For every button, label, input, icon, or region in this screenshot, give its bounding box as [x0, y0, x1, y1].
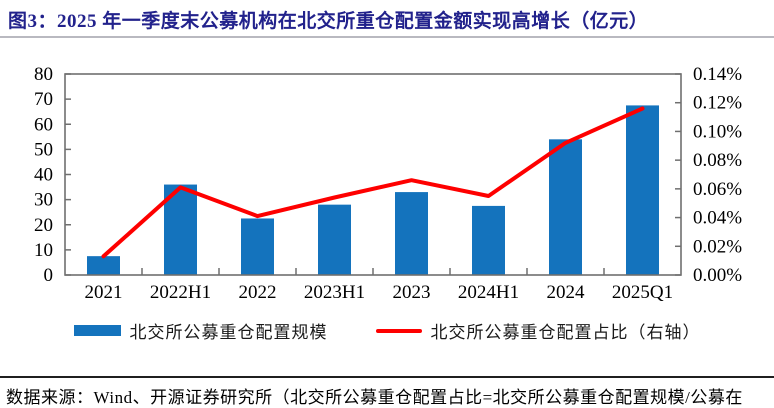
x-axis-label-2021: 2021 [85, 282, 123, 303]
figure-title: 图3：2025 年一季度末公募机构在北交所重仓配置金额实现高增长（亿元） [8, 11, 649, 32]
x-axis-label-2022: 2022 [239, 282, 277, 303]
x-axis-label-2024: 2024 [547, 282, 586, 303]
legend-item-bar-series: 北交所公募重仓配置规模 [73, 318, 328, 343]
left-axis-tick-label: 60 [34, 114, 53, 135]
chart-canvas: 0 10 20 30 40 50 60 70 80 0.00% 0.02% 0.04% 0.06% 0.0… [34, 64, 742, 303]
left-axis-tick-label: 40 [34, 165, 53, 186]
x-axis-label-2025Q1: 2025Q1 [612, 282, 673, 303]
bar-2023 [395, 192, 428, 275]
left-axis-tick-label: 20 [34, 215, 53, 236]
left-axis-tick-label: 70 [34, 89, 53, 110]
x-axis-label-2023: 2023 [393, 282, 431, 303]
right-axis-tick-label: 0.00% [693, 265, 742, 286]
legend-item-line-series: 北交所公募重仓配置占比（右轴） [375, 318, 701, 343]
x-axis-label-2024H1: 2024H1 [458, 282, 519, 303]
right-axis-tick-label: 0.06% [693, 179, 742, 200]
trend-line [101, 106, 645, 259]
right-axis-tick-label: 0.08% [693, 150, 742, 171]
right-axis-tick-label: 0.14% [693, 64, 742, 85]
left-axis-tick-label: 0 [44, 265, 54, 286]
bar-series-swatch [73, 325, 121, 336]
line-series-swatch [375, 328, 422, 333]
chart-legend: 北交所公募重仓配置规模 北交所公募重仓配置占比（右轴） [0, 318, 774, 343]
bar-2024H1 [472, 205, 505, 275]
right-axis-tick-label: 0.12% [693, 93, 742, 114]
bar-2023H1 [318, 204, 351, 275]
title-divider [0, 36, 774, 38]
plot-frame [64, 73, 682, 276]
right-axis-tick-label: 0.10% [693, 121, 742, 142]
bar-2022 [241, 218, 274, 275]
left-axis-tick-label: 80 [34, 64, 53, 85]
line-series-label: 北交所公募重仓配置占比（右轴） [430, 323, 701, 342]
right-axis-tick-label: 0.02% [693, 236, 742, 257]
data-source-note: 数据来源：Wind、开源证券研究所（北交所公募重仓配置占比=北交所公募重仓配置规… [6, 388, 743, 407]
bar-series-label: 北交所公募重仓配置规模 [129, 323, 328, 342]
right-axis-tick-label: 0.04% [693, 208, 742, 229]
x-axis-label-2022H1: 2022H1 [150, 282, 211, 303]
left-axis-tick-label: 50 [34, 139, 53, 160]
x-axis-label-2023H1: 2023H1 [304, 282, 365, 303]
bar-2021 [87, 256, 120, 275]
bar-2025Q1 [626, 105, 659, 275]
chart-area: 0 10 20 30 40 50 60 70 80 0.00% 0.02% 0.04% 0.06% 0.0… [0, 38, 774, 306]
left-axis-tick-label: 30 [34, 190, 53, 211]
footer-divider [0, 376, 774, 378]
left-axis-tick-label: 10 [34, 240, 53, 261]
bar-2024 [549, 139, 582, 275]
